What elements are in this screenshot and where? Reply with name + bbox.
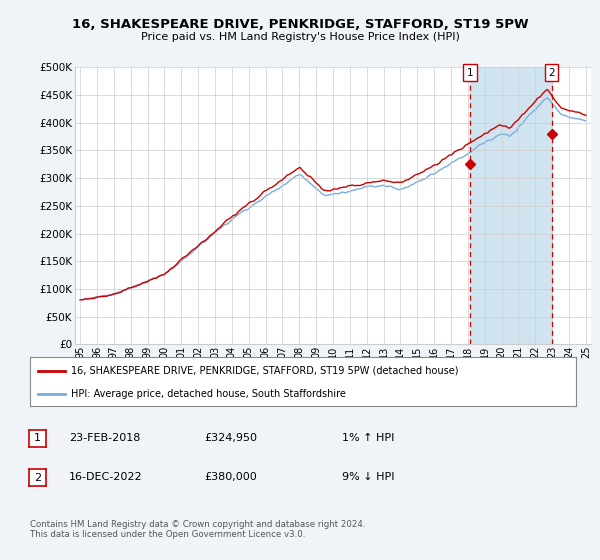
Text: 2: 2 xyxy=(34,473,41,483)
Text: HPI: Average price, detached house, South Staffordshire: HPI: Average price, detached house, Sout… xyxy=(71,389,346,399)
Text: 2: 2 xyxy=(548,68,555,78)
Text: 16, SHAKESPEARE DRIVE, PENKRIDGE, STAFFORD, ST19 5PW (detached house): 16, SHAKESPEARE DRIVE, PENKRIDGE, STAFFO… xyxy=(71,366,458,376)
Text: Contains HM Land Registry data © Crown copyright and database right 2024.
This d: Contains HM Land Registry data © Crown c… xyxy=(30,520,365,539)
Text: Price paid vs. HM Land Registry's House Price Index (HPI): Price paid vs. HM Land Registry's House … xyxy=(140,32,460,42)
Text: 16-DEC-2022: 16-DEC-2022 xyxy=(69,472,143,482)
Text: 9% ↓ HPI: 9% ↓ HPI xyxy=(342,472,395,482)
Text: £380,000: £380,000 xyxy=(204,472,257,482)
Text: 1: 1 xyxy=(467,68,473,78)
Text: 1: 1 xyxy=(34,433,41,444)
Text: £324,950: £324,950 xyxy=(204,433,257,443)
Text: 16, SHAKESPEARE DRIVE, PENKRIDGE, STAFFORD, ST19 5PW: 16, SHAKESPEARE DRIVE, PENKRIDGE, STAFFO… xyxy=(71,18,529,31)
Text: 1% ↑ HPI: 1% ↑ HPI xyxy=(342,433,394,443)
Bar xyxy=(470,67,551,344)
Text: 23-FEB-2018: 23-FEB-2018 xyxy=(69,433,140,443)
